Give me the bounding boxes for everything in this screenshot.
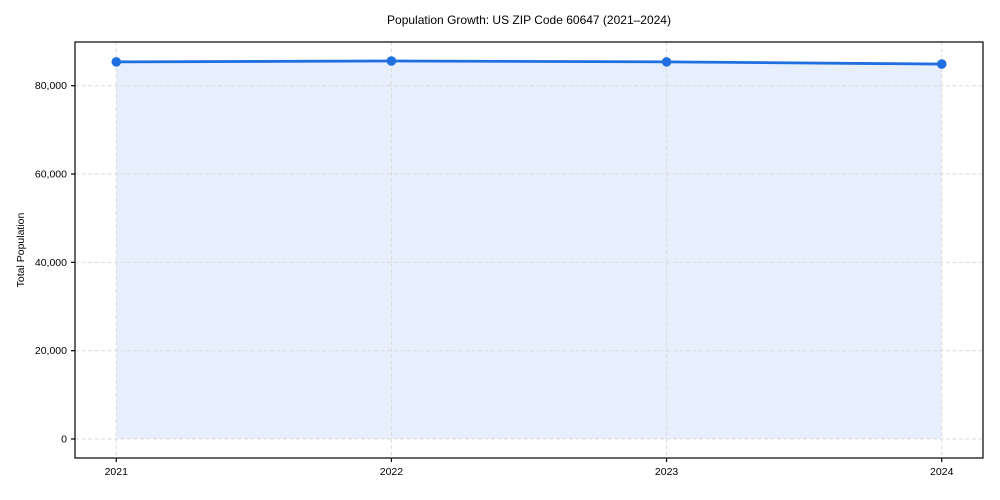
y-tick-label: 40,000 [35, 257, 67, 269]
data-point [661, 57, 672, 67]
y-tick-label: 20,000 [35, 345, 67, 357]
area-fill [116, 60, 942, 440]
data-point [111, 57, 122, 67]
x-tick-label: 2022 [380, 466, 404, 478]
data-point [936, 59, 947, 69]
y-tick-label: 0 [61, 434, 67, 446]
x-tick-label: 2021 [105, 466, 129, 478]
y-tick-label: 60,000 [35, 169, 67, 181]
chart-title: Population Growth: US ZIP Code 60647 (20… [387, 13, 671, 27]
x-tick-label: 2023 [655, 466, 679, 478]
data-point [386, 56, 397, 66]
y-tick-label: 80,000 [35, 80, 67, 92]
plot-spines [74, 41, 984, 459]
x-tick-label: 2024 [930, 466, 954, 478]
data-line [114, 59, 944, 66]
